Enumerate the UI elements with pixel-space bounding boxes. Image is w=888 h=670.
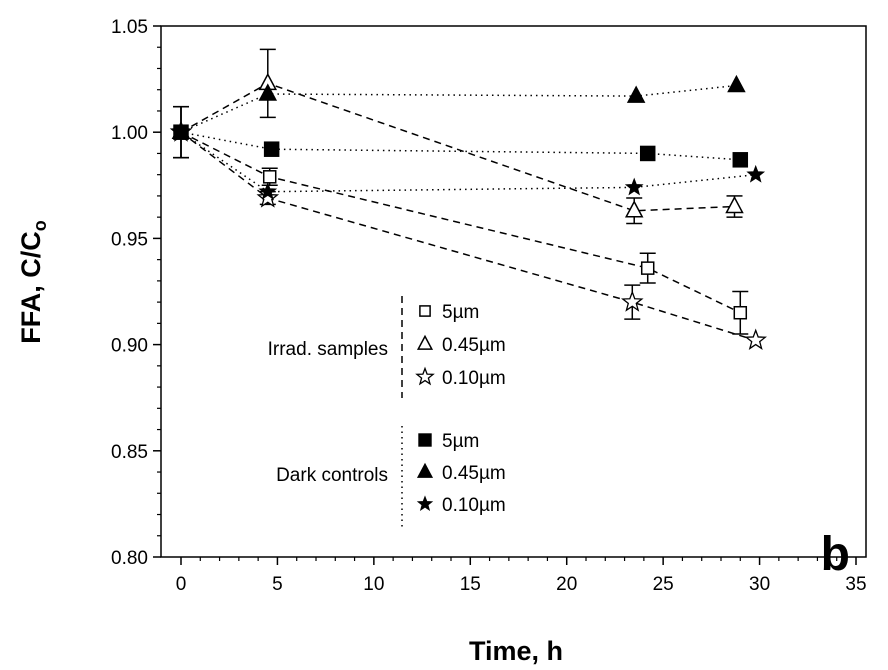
x-tick-label: 30: [749, 574, 770, 595]
data-point-irrad-5m: [640, 261, 655, 275]
legend-entry-label: 5µm: [442, 302, 479, 323]
series-line-irrad-010m: [180, 131, 756, 342]
axis-ticks: 0 5 10 15 20 25 30 35 0.80 0.85 0.90 0.95 1.00 1.05: [111, 17, 867, 595]
series-line-irrad-5m: [180, 131, 741, 314]
x-tick-label: 0: [176, 574, 187, 595]
x-tick-label: 5: [272, 574, 283, 595]
y-axis-title-main: FFA, C/C: [16, 231, 46, 344]
legend-entry-label: 5µm: [442, 431, 479, 452]
data-point-dark-045m: [727, 74, 746, 93]
y-tick-label: 0.85: [111, 442, 148, 463]
data-point-irrad-010m: [744, 328, 767, 350]
x-tick-label: 35: [845, 574, 866, 595]
y-tick-label: 1.05: [111, 17, 148, 38]
series-dark-045m: [171, 74, 746, 139]
legend-marker: [416, 462, 434, 478]
data-point-dark-010m: [624, 177, 644, 196]
legend-entry-label: 0.45µm: [442, 335, 506, 356]
data-point-irrad-045m: [725, 195, 744, 214]
data-point-dark-045m: [258, 83, 278, 101]
data-point-irrad-5m: [262, 170, 277, 184]
y-tick-label: 1.00: [111, 123, 148, 144]
data-point-dark-5m: [639, 145, 656, 162]
legend-marker: [418, 433, 432, 447]
legend-group-dark: Dark controls 5µm 0.45µm 0.10µm: [276, 426, 506, 527]
legend-marker: [415, 366, 435, 386]
x-tick-label: 20: [556, 574, 577, 595]
data-point-dark-010m: [746, 164, 766, 183]
legend-entry-label: 0.10µm: [442, 495, 506, 516]
y-tick-label: 0.90: [111, 336, 148, 357]
x-tick-label: 25: [653, 574, 674, 595]
legend-group-irrad: Irrad. samples 5µm 0.45µm 0.10µm: [268, 296, 506, 398]
legend-entry-label: 0.10µm: [442, 368, 506, 389]
legend-group-label: Irrad. samples: [268, 339, 388, 360]
y-tick-label: 0.95: [111, 229, 148, 250]
data-point-dark-045m: [626, 85, 646, 103]
data-point-dark-010m: [171, 122, 191, 141]
legend-marker: [416, 495, 434, 511]
y-axis-title-subscript: o: [30, 220, 50, 231]
y-axis-title: FFA, C/Co: [16, 220, 50, 344]
legend-marker: [419, 305, 431, 317]
series-layer: [169, 48, 767, 350]
series-dark-010m: [171, 122, 766, 200]
x-axis-title: Time, h: [469, 636, 563, 666]
data-point-irrad-5m: [733, 305, 748, 320]
data-point-dark-5m: [263, 141, 280, 157]
series-line-irrad-045m: [180, 82, 735, 212]
y-tick-label: 0.80: [111, 548, 148, 569]
x-tick-label: 10: [363, 574, 384, 595]
data-point-dark-5m: [732, 152, 749, 168]
panel-label: b: [821, 528, 850, 581]
legend-group-label: Dark controls: [276, 465, 388, 486]
legend-entry-label: 0.45µm: [442, 463, 506, 484]
data-point-irrad-045m: [624, 200, 644, 218]
data-point-dark-010m: [258, 181, 278, 200]
data-point-irrad-010m: [621, 290, 644, 312]
data-point-irrad-010m: [256, 186, 280, 208]
x-tick-label: 15: [460, 574, 481, 595]
legend-marker: [416, 334, 434, 350]
plot-frame: [160, 25, 867, 558]
